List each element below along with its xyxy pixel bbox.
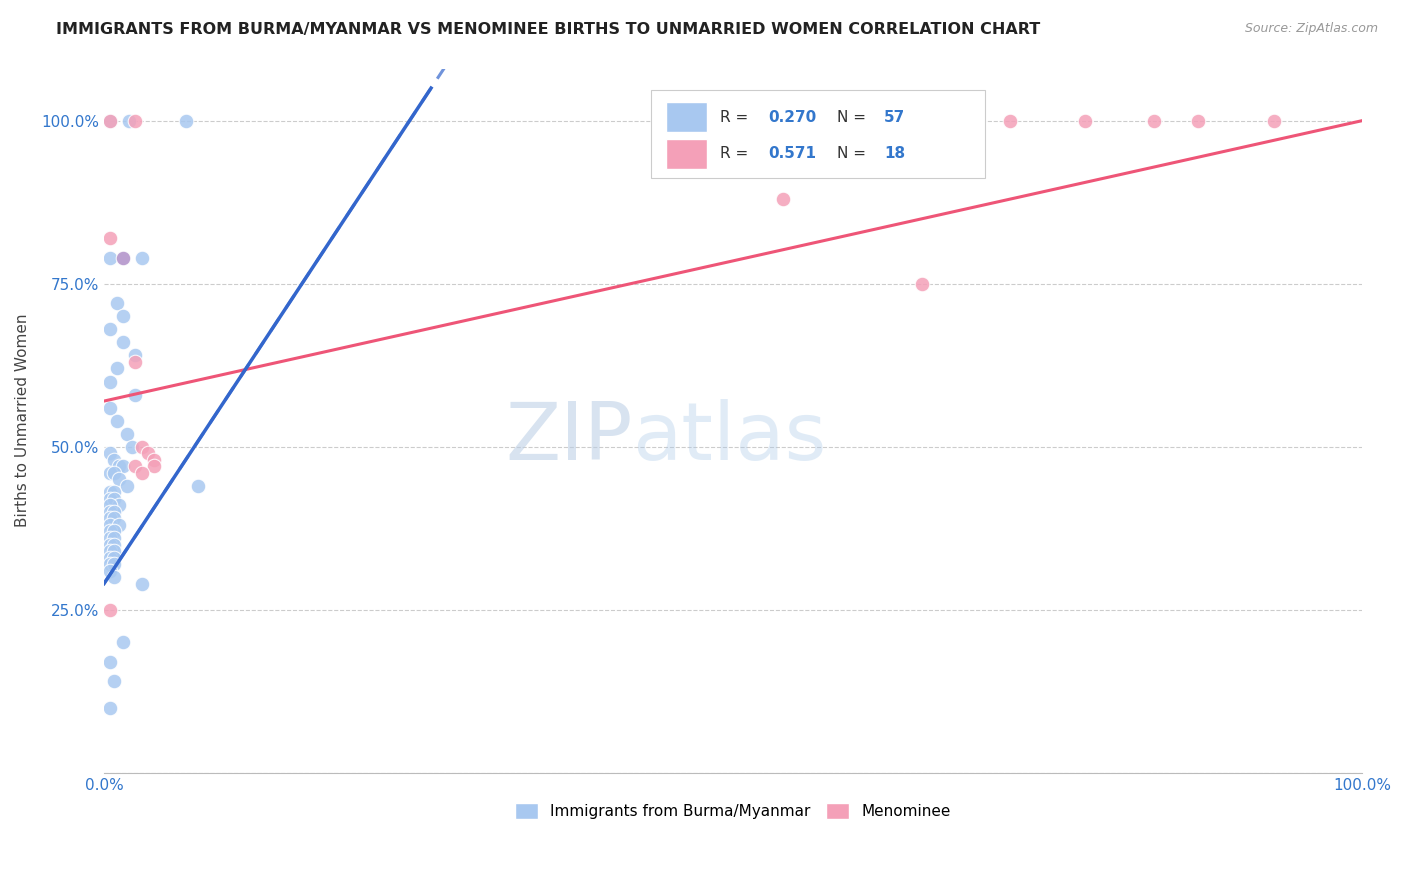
Text: 18: 18 <box>884 146 905 161</box>
Point <box>111 251 134 265</box>
Point <box>174 113 197 128</box>
Point <box>103 511 125 525</box>
Point <box>98 505 121 519</box>
Point <box>105 361 128 376</box>
Text: IMMIGRANTS FROM BURMA/MYANMAR VS MENOMINEE BIRTHS TO UNMARRIED WOMEN CORRELATION: IMMIGRANTS FROM BURMA/MYANMAR VS MENOMIN… <box>56 22 1040 37</box>
Point <box>1074 113 1097 128</box>
Point <box>111 635 134 649</box>
Point <box>124 459 146 474</box>
Point <box>998 113 1021 128</box>
Point <box>772 192 794 206</box>
Text: N =: N = <box>838 146 872 161</box>
Point <box>103 674 125 689</box>
Point <box>98 485 121 500</box>
Point <box>131 576 153 591</box>
Point <box>124 387 146 401</box>
FancyBboxPatch shape <box>666 103 707 132</box>
Text: Source: ZipAtlas.com: Source: ZipAtlas.com <box>1244 22 1378 36</box>
FancyBboxPatch shape <box>666 139 707 169</box>
Point <box>98 322 121 336</box>
Point <box>136 446 159 460</box>
Point <box>98 544 121 558</box>
Point <box>121 440 143 454</box>
Point <box>131 251 153 265</box>
Point <box>98 531 121 545</box>
Point <box>111 335 134 350</box>
Point <box>124 113 146 128</box>
Point <box>1263 113 1285 128</box>
Point <box>103 544 125 558</box>
Point <box>98 491 121 506</box>
Point <box>103 491 125 506</box>
Point <box>103 537 125 551</box>
Point <box>143 452 166 467</box>
Text: N =: N = <box>838 110 872 125</box>
Point <box>98 518 121 533</box>
Point <box>108 499 131 513</box>
Text: R =: R = <box>720 146 754 161</box>
Text: atlas: atlas <box>633 400 827 477</box>
Point <box>103 557 125 571</box>
Point <box>103 524 125 539</box>
Point <box>98 524 121 539</box>
Point <box>103 550 125 565</box>
Point <box>105 296 128 310</box>
Point <box>98 603 121 617</box>
Point <box>108 518 131 533</box>
Point <box>124 348 146 362</box>
Point <box>143 459 166 474</box>
Point <box>98 537 121 551</box>
Point <box>103 531 125 545</box>
Point <box>98 550 121 565</box>
Point <box>187 479 209 493</box>
Point <box>108 459 131 474</box>
Point <box>103 466 125 480</box>
Point <box>911 277 934 291</box>
Point <box>98 655 121 669</box>
Text: R =: R = <box>720 110 754 125</box>
Point <box>124 355 146 369</box>
Text: 0.571: 0.571 <box>768 146 817 161</box>
Point <box>98 231 121 245</box>
Point <box>118 113 141 128</box>
Point <box>105 414 128 428</box>
Point <box>108 472 131 486</box>
Y-axis label: Births to Unmarried Women: Births to Unmarried Women <box>15 314 30 527</box>
Point <box>98 557 121 571</box>
Point <box>98 446 121 460</box>
Point <box>115 426 138 441</box>
Point <box>131 466 153 480</box>
Point <box>103 452 125 467</box>
Point <box>98 251 121 265</box>
Text: 57: 57 <box>884 110 905 125</box>
FancyBboxPatch shape <box>651 90 984 178</box>
Point <box>103 570 125 584</box>
Point <box>98 466 121 480</box>
Point <box>98 375 121 389</box>
Point <box>98 511 121 525</box>
Point <box>111 459 134 474</box>
Point <box>98 401 121 415</box>
Point <box>98 564 121 578</box>
Point <box>98 700 121 714</box>
Point <box>1143 113 1166 128</box>
Point <box>98 113 121 128</box>
Point <box>98 499 121 513</box>
Point <box>115 479 138 493</box>
Point <box>131 440 153 454</box>
Text: 0.270: 0.270 <box>768 110 817 125</box>
Point <box>103 505 125 519</box>
Point <box>111 310 134 324</box>
Legend: Immigrants from Burma/Myanmar, Menominee: Immigrants from Burma/Myanmar, Menominee <box>509 797 956 825</box>
Point <box>1187 113 1209 128</box>
Point <box>98 113 121 128</box>
Text: ZIP: ZIP <box>505 400 633 477</box>
Point <box>103 485 125 500</box>
